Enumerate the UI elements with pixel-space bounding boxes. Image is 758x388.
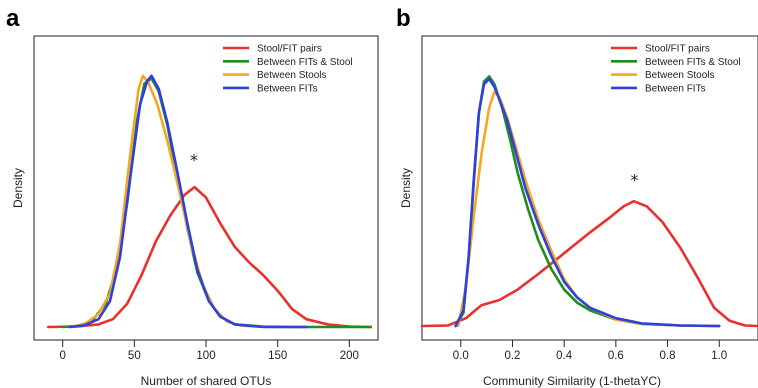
legend-label: Between FITs: [257, 83, 318, 94]
legend: Stool/FIT pairs Between FITs & Stool Betwe…: [611, 44, 741, 94]
x-tick-label: 200: [340, 350, 359, 362]
x-axis-title: Number of shared OTUs: [141, 374, 272, 388]
x-tick-label: 50: [128, 350, 141, 362]
x-tick-label: 1.0: [711, 350, 727, 362]
x-tick-label: 100: [196, 350, 215, 362]
x-tick-label: 0.4: [556, 350, 573, 362]
panel-letter: a: [6, 5, 20, 32]
plot-frame: [421, 35, 758, 341]
legend-label: Stool/FIT pairs: [645, 44, 710, 55]
legend: Stool/FIT pairs Between FITs & Stool Betwe…: [223, 44, 353, 94]
series-line-3: [454, 77, 721, 328]
series-line-2: [68, 74, 308, 329]
x-tick-label: 150: [268, 350, 287, 362]
y-axis-title: Density: [399, 168, 413, 208]
panel-b: b 0.0 0.2 0.4 0.6 0.8 1.0 Community Similarity …: [396, 5, 758, 388]
series-line-0: [47, 185, 373, 329]
x-tick-label: 0: [59, 350, 65, 362]
panel-letter: b: [396, 5, 411, 32]
legend-label: Between Stools: [645, 70, 715, 81]
series-line-3: [68, 74, 308, 329]
panel-a: a 0 50 100 150 200 Number of shared OTUs Densit…: [6, 5, 379, 388]
x-axis-title: Community Similarity (1-thetaYC): [483, 374, 661, 388]
significance-annotation: *: [631, 170, 639, 189]
legend-label: Between Stools: [257, 70, 327, 81]
legend-label: Between FITs: [645, 83, 706, 94]
x-tick-label: 0.6: [608, 350, 624, 362]
significance-annotation: *: [190, 151, 198, 170]
x-tick-label: 0.0: [453, 350, 469, 362]
series-line-1: [454, 75, 721, 328]
y-axis-title: Density: [11, 168, 25, 208]
series-line-1: [61, 77, 373, 329]
series-line-0: [420, 199, 758, 328]
legend-label: Stool/FIT pairs: [257, 44, 322, 55]
legend-label: Between FITs & Stool: [645, 57, 741, 68]
x-tick-label: 0.2: [504, 350, 520, 362]
legend-label: Between FITs & Stool: [257, 57, 353, 68]
x-tick-label: 0.8: [660, 350, 676, 362]
series-line-2: [456, 90, 721, 328]
